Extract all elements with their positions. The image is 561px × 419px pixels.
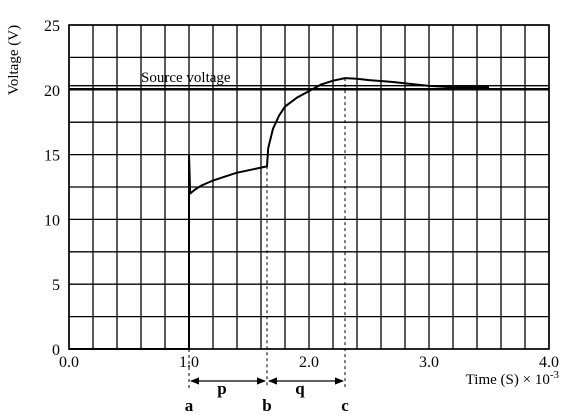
source-voltage-label: Source voltage [141,70,231,86]
marker-label-c: c [341,396,349,414]
voltage-curve [69,77,489,350]
marker-label-b: b [262,396,271,414]
y-axis-label: Voltage (V) [6,25,22,95]
x-axis-label: Time (S) × 10-3 [466,369,560,388]
x-tick-label: 3.0 [419,354,439,371]
x-tick-label: 0.0 [59,354,79,371]
y-tick-label: 25 [44,18,60,35]
y-tick-label: 15 [44,148,60,165]
y-tick-label: 5 [52,277,60,294]
interval-label-p: p [217,379,226,398]
y-tick-label: 10 [44,212,60,229]
plot-frame [68,24,550,350]
interval-label-q: q [295,379,305,398]
y-tick-label: 0 [52,342,60,359]
marker-label-a: a [185,396,194,414]
y-tick-label: 20 [44,83,60,100]
x-tick-label: 4.0 [539,354,559,371]
x-tick-label: 2.0 [299,354,319,371]
